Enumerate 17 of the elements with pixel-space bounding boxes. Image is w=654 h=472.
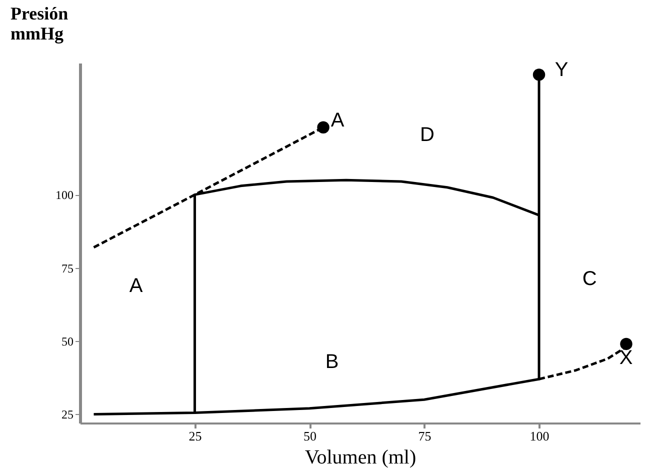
annotation: X: [619, 347, 633, 370]
y-tick-label: 25: [62, 408, 74, 422]
y-tick-label: 75: [62, 261, 74, 276]
annotation: B: [325, 350, 339, 373]
annotation: A: [129, 275, 144, 298]
annotation: C: [582, 268, 597, 290]
annotation: D: [420, 124, 434, 146]
y-axis-title: Presión mmHg: [10, 4, 68, 44]
x-tick-label: 75: [418, 428, 432, 444]
y-tick-label: 100: [56, 188, 74, 202]
x-tick-label: 100: [530, 428, 550, 444]
x-tick-label: 50: [304, 428, 317, 444]
y-tick-label: 50: [62, 334, 74, 349]
x-tick-label: 25: [188, 428, 202, 444]
annotation: A: [330, 110, 345, 132]
x-axis-title: Volumen (ml): [304, 446, 416, 468]
annotation: Y: [554, 59, 568, 82]
